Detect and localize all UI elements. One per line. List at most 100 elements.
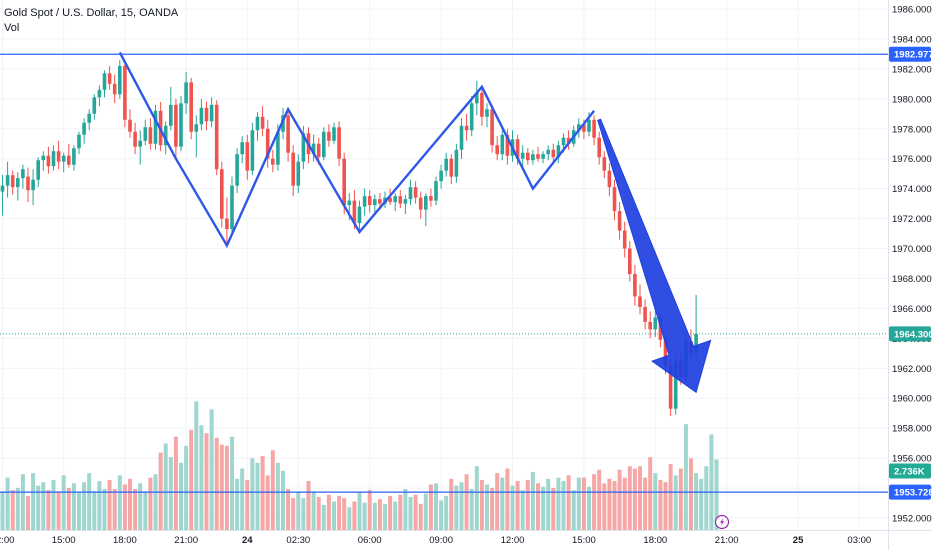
- candle-body: [250, 130, 255, 171]
- volume-bar: [270, 450, 275, 530]
- volume-bar: [485, 484, 489, 530]
- candle: [230, 176, 234, 236]
- volume-bar: [286, 489, 291, 530]
- candle: [490, 104, 494, 153]
- candle: [36, 157, 40, 188]
- down-arrow-drawing[interactable]: [597, 118, 712, 394]
- candle: [648, 311, 652, 339]
- volume-bar: [520, 490, 525, 530]
- candle: [199, 98, 204, 131]
- candle: [271, 149, 275, 173]
- volume-bar: [36, 485, 41, 530]
- candle-body: [617, 211, 622, 231]
- candle-body: [505, 134, 510, 156]
- volume-bar: [474, 466, 479, 530]
- volume-bar: [15, 487, 20, 530]
- candle-body: [169, 104, 173, 126]
- candle-body: [612, 187, 617, 212]
- candle-body: [31, 179, 35, 191]
- candle: [449, 154, 454, 185]
- candle: [92, 94, 97, 120]
- candle: [21, 164, 25, 189]
- candle: [577, 118, 581, 138]
- candle: [444, 152, 448, 177]
- y-tick-label: 1982.000: [892, 64, 932, 75]
- candle-body: [214, 104, 219, 170]
- y-tick-label: 1952.000: [892, 514, 932, 525]
- volume-bar: [367, 490, 372, 530]
- volume-bar: [326, 494, 331, 530]
- candle-body: [41, 155, 46, 161]
- candle-body: [143, 127, 148, 141]
- candle: [526, 148, 530, 165]
- candle-body: [77, 134, 81, 149]
- volume-bar: [648, 457, 653, 530]
- candle-body: [546, 149, 550, 155]
- candle-body: [480, 92, 484, 117]
- candle: [225, 197, 229, 243]
- candle-body: [526, 152, 530, 161]
- candle-body: [209, 104, 214, 122]
- candle: [464, 113, 469, 141]
- volume-bar: [199, 425, 204, 530]
- volume-label: Vol: [4, 22, 20, 34]
- candle: [296, 154, 301, 194]
- candle-body: [536, 154, 540, 159]
- candle-body: [648, 321, 652, 330]
- candle: [16, 172, 20, 201]
- zigzag-pattern[interactable]: [118, 51, 596, 249]
- volume-bar: [0, 492, 5, 530]
- x-tick-label: 18:00: [113, 535, 137, 546]
- candle: [189, 77, 193, 140]
- volume-bar: [138, 483, 143, 530]
- chart-legend: Gold Spot / U.S. Dollar, 15, OANDA Vol: [4, 6, 178, 36]
- candle-body: [653, 317, 658, 330]
- candle-body: [179, 103, 183, 147]
- volume-bar: [265, 475, 270, 530]
- candle-body: [118, 65, 122, 95]
- candle: [138, 130, 142, 165]
- volume-bar: [653, 473, 658, 530]
- candle-body: [673, 360, 678, 409]
- last-price-badge: 1964.300: [889, 326, 932, 342]
- candle: [546, 145, 550, 161]
- volume-bar: [444, 495, 449, 530]
- candle: [653, 309, 658, 337]
- candle: [424, 193, 428, 227]
- candle-body: [61, 155, 66, 162]
- pattern-layer: [118, 51, 712, 394]
- candle-body: [194, 124, 199, 132]
- candle: [628, 241, 632, 282]
- candle-body: [607, 170, 612, 188]
- candle-body: [561, 137, 566, 146]
- lightning-icon[interactable]: [714, 514, 730, 530]
- volume-bar: [556, 477, 561, 530]
- candle-body: [123, 65, 127, 120]
- grid-layer: [0, 0, 888, 530]
- volume-bar: [158, 452, 163, 530]
- candle-body: [87, 113, 91, 123]
- volume-bar: [571, 490, 576, 530]
- candle: [597, 131, 601, 165]
- volume-bar: [61, 475, 66, 530]
- volume-bar: [587, 486, 591, 530]
- candle-body: [352, 200, 357, 224]
- y-tick-label: 1984.000: [892, 34, 932, 45]
- candle: [10, 170, 15, 195]
- candle-body: [260, 116, 265, 129]
- volume-bar: [602, 483, 607, 530]
- candle: [194, 115, 199, 158]
- candle-body: [418, 197, 423, 210]
- candle-body: [0, 185, 5, 192]
- volume-bar: [87, 473, 92, 530]
- candle-body: [92, 97, 97, 114]
- candle: [133, 122, 137, 155]
- candle: [67, 143, 71, 168]
- candle-body: [398, 196, 403, 204]
- candle: [0, 175, 5, 216]
- candle-body: [153, 110, 158, 144]
- candle: [418, 191, 423, 219]
- volume-bar: [5, 477, 10, 530]
- volume-bar: [709, 434, 714, 530]
- volume-bar: [189, 429, 194, 530]
